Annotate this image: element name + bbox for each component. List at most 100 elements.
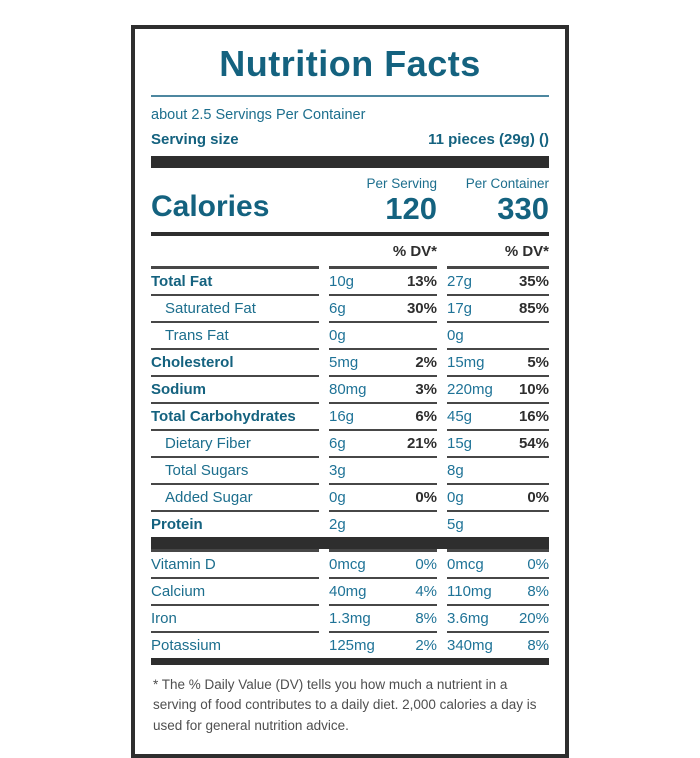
nutrient-row: Saturated Fat 6g 30% 17g 85%	[151, 294, 549, 321]
per-container-amount: 110mg	[447, 583, 492, 600]
per-container-dv: 54%	[518, 435, 549, 452]
per-serving-dv: 0%	[415, 489, 437, 506]
per-serving-cell: 10g 13%	[329, 266, 437, 294]
serving-size-value: 11 pieces (29g) ()	[428, 131, 549, 148]
nutrient-name: Total Fat	[151, 266, 319, 294]
per-serving-dv: 2%	[415, 354, 437, 371]
nutrient-row: Iron 1.3mg 8% 3.6mg 20%	[151, 604, 549, 631]
per-container-dv: 10%	[518, 381, 549, 398]
per-container-cell: 45g 16%	[447, 402, 549, 429]
per-container-amount: 0g	[447, 327, 464, 344]
nutrient-row: Total Fat 10g 13% 27g 35%	[151, 266, 549, 294]
per-serving-cell: 16g 6%	[329, 402, 437, 429]
nutrient-row: Calcium 40mg 4% 110mg 8%	[151, 577, 549, 604]
per-container-amount: 45g	[447, 408, 473, 425]
per-serving-cell: 0g	[329, 321, 437, 348]
section-bar-bottom	[151, 658, 549, 665]
per-serving-cell: 6g 21%	[329, 429, 437, 456]
micronutrient-rows: Vitamin D 0mcg 0% 0mcg 0% Calcium 40mg 4…	[151, 549, 549, 658]
nutrient-name: Calcium	[151, 577, 319, 604]
per-serving-amount: 5mg	[329, 354, 359, 371]
per-serving-cell: 80mg 3%	[329, 375, 437, 402]
per-serving-amount: 40mg	[329, 583, 367, 600]
title-divider	[151, 95, 549, 97]
per-serving-cell: 2g	[329, 510, 437, 537]
per-serving-cell: 6g 30%	[329, 294, 437, 321]
per-container-dv: 8%	[527, 637, 549, 654]
per-container-dv: 5%	[527, 354, 549, 371]
nutrient-name: Saturated Fat	[151, 294, 319, 321]
per-serving-amount: 2g	[329, 516, 346, 533]
nutrient-name: Added Sugar	[151, 483, 319, 510]
per-serving-amount: 0mcg	[329, 556, 366, 573]
per-container-amount: 220mg	[447, 381, 493, 398]
servings-per-container: about 2.5 Servings Per Container	[151, 107, 366, 123]
per-container-cell: 110mg 8%	[447, 577, 549, 604]
per-container-dv: 35%	[518, 273, 549, 290]
per-serving-dv: 4%	[415, 583, 437, 600]
per-serving-dv: 0%	[415, 556, 437, 573]
per-container-dv: 85%	[518, 300, 549, 317]
section-bar-middle	[151, 537, 549, 549]
nutrient-name: Cholesterol	[151, 348, 319, 375]
section-bar-top	[151, 156, 549, 168]
per-container-cell: 0mcg 0%	[447, 549, 549, 577]
per-serving-amount: 80mg	[329, 381, 367, 398]
per-serving-dv: 30%	[406, 300, 437, 317]
per-container-cell: 15mg 5%	[447, 348, 549, 375]
per-serving-dv: 21%	[406, 435, 437, 452]
per-serving-cell: 1.3mg 8%	[329, 604, 437, 631]
per-serving-amount: 0g	[329, 327, 346, 344]
per-container-cell: 5g	[447, 510, 549, 537]
nutrition-facts-label: Nutrition Facts about 2.5 Servings Per C…	[131, 25, 569, 758]
per-serving-amount: 6g	[329, 435, 346, 452]
per-serving-dv: 3%	[415, 381, 437, 398]
calories-per-container-value: 330	[497, 191, 549, 226]
calories-per-serving-value: 120	[385, 191, 437, 226]
nutrient-row: Sodium 80mg 3% 220mg 10%	[151, 375, 549, 402]
per-container-cell: 340mg 8%	[447, 631, 549, 658]
serving-size-label: Serving size	[151, 131, 239, 148]
label-title: Nutrition Facts	[219, 43, 481, 84]
calories-section: Calories Per Serving 120 Per Container 3…	[151, 168, 549, 232]
nutrient-name: Iron	[151, 604, 319, 631]
per-serving-amount: 6g	[329, 300, 346, 317]
per-serving-cell: 0mcg 0%	[329, 549, 437, 577]
per-serving-amount: 3g	[329, 462, 346, 479]
nutrient-row: Potassium 125mg 2% 340mg 8%	[151, 631, 549, 658]
per-serving-cell: 125mg 2%	[329, 631, 437, 658]
per-serving-dv: 6%	[415, 408, 437, 425]
per-serving-dv: 8%	[415, 610, 437, 627]
nutrient-row: Dietary Fiber 6g 21% 15g 54%	[151, 429, 549, 456]
per-serving-amount: 1.3mg	[329, 610, 371, 627]
per-serving-amount: 16g	[329, 408, 355, 425]
per-serving-amount: 10g	[329, 273, 355, 290]
per-container-amount: 5g	[447, 516, 464, 533]
per-container-cell: 220mg 10%	[447, 375, 549, 402]
per-container-cell: 15g 54%	[447, 429, 549, 456]
per-container-cell: 3.6mg 20%	[447, 604, 549, 631]
nutrient-name: Vitamin D	[151, 549, 319, 577]
calories-per-container-column: Per Container 330	[447, 176, 549, 224]
nutrient-row: Vitamin D 0mcg 0% 0mcg 0%	[151, 549, 549, 577]
per-serving-amount: 0g	[329, 489, 346, 506]
per-container-cell: 8g	[447, 456, 549, 483]
nutrient-name: Potassium	[151, 631, 319, 658]
calories-label: Calories	[151, 190, 270, 223]
per-serving-cell: 0g 0%	[329, 483, 437, 510]
per-container-dv: 0%	[527, 556, 549, 573]
nutrient-rows: Total Fat 10g 13% 27g 35% Saturated Fat …	[151, 266, 549, 537]
nutrient-name: Sodium	[151, 375, 319, 402]
nutrient-name: Total Carbohydrates	[151, 402, 319, 429]
per-serving-amount: 125mg	[329, 637, 375, 654]
dv-footnote: * The % Daily Value (DV) tells you how m…	[153, 677, 537, 733]
dv-header-per-container: % DV*	[504, 243, 549, 260]
per-container-cell: 0g 0%	[447, 483, 549, 510]
nutrient-row: Total Carbohydrates 16g 6% 45g 16%	[151, 402, 549, 429]
per-serving-dv: 2%	[415, 637, 437, 654]
nutrient-row: Trans Fat 0g 0g	[151, 321, 549, 348]
per-container-dv: 8%	[527, 583, 549, 600]
calories-per-serving-column: Per Serving 120	[329, 176, 437, 224]
per-container-cell: 17g 85%	[447, 294, 549, 321]
nutrient-name: Trans Fat	[151, 321, 319, 348]
